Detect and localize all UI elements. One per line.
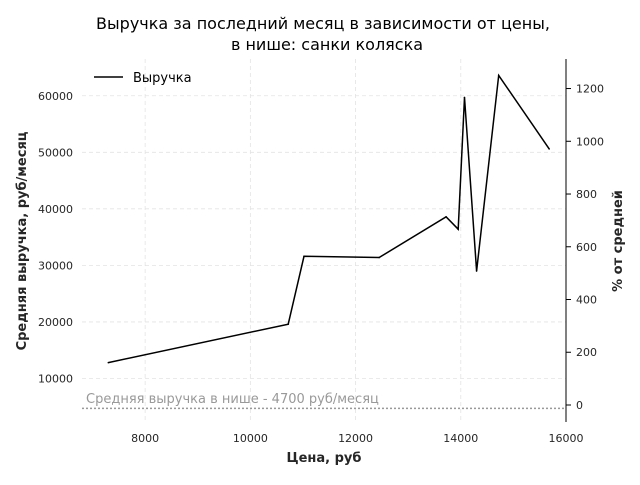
y-axis-ticks: 10000 20000 30000 40000 50000 60000 bbox=[38, 90, 73, 386]
data-point bbox=[457, 228, 459, 230]
grid-layer bbox=[82, 59, 567, 422]
y2-tick-label: 1000 bbox=[576, 135, 604, 148]
x-axis-ticks: 8000 10000 12000 14000 16000 bbox=[131, 432, 583, 445]
y-tick-label: 20000 bbox=[38, 316, 73, 329]
data-point bbox=[303, 255, 305, 258]
data-point bbox=[445, 215, 447, 218]
y2-axis-ticks: 0 200 400 600 800 1000 1200 bbox=[566, 83, 604, 412]
chart-title-line-2: в нише: санки коляска bbox=[231, 35, 423, 54]
reference-line-label: Средняя выручка в нише - 4700 руб/месяц bbox=[86, 392, 379, 407]
y-tick-label: 60000 bbox=[38, 90, 73, 103]
chart-title-line-1: Выручка за последний месяц в зависимости… bbox=[96, 14, 550, 33]
y-tick-label: 10000 bbox=[38, 372, 73, 385]
y2-tick-label: 200 bbox=[576, 346, 597, 359]
x-tick-label: 10000 bbox=[233, 432, 268, 445]
data-point bbox=[475, 270, 478, 272]
data-point bbox=[463, 96, 466, 99]
data-point bbox=[287, 323, 290, 325]
y2-tick-label: 1200 bbox=[576, 83, 604, 96]
series-line bbox=[108, 73, 550, 364]
series-layer bbox=[107, 73, 550, 364]
y2-tick-label: 400 bbox=[576, 294, 597, 307]
y2-tick-label: 0 bbox=[576, 399, 583, 412]
data-point bbox=[378, 256, 381, 259]
y2-tick-label: 600 bbox=[576, 241, 597, 254]
x-tick-label: 14000 bbox=[443, 432, 478, 445]
y2-tick-label: 800 bbox=[576, 188, 597, 201]
y-tick-label: 50000 bbox=[38, 146, 73, 159]
x-tick-label: 16000 bbox=[549, 432, 584, 445]
data-point bbox=[497, 74, 500, 77]
legend: Выручка bbox=[94, 71, 192, 86]
x-axis-label: Цена, руб bbox=[287, 451, 362, 466]
x-tick-label: 12000 bbox=[338, 432, 373, 445]
y-axis-label: Средняя выручка, руб/месяц bbox=[15, 131, 30, 350]
legend-label: Выручка bbox=[133, 71, 192, 86]
y2-axis-label: % от средней bbox=[611, 190, 626, 292]
data-point bbox=[548, 148, 550, 150]
data-point bbox=[107, 361, 110, 364]
y-tick-label: 30000 bbox=[38, 259, 73, 272]
y-tick-label: 40000 bbox=[38, 203, 73, 216]
x-tick-label: 8000 bbox=[131, 432, 159, 445]
